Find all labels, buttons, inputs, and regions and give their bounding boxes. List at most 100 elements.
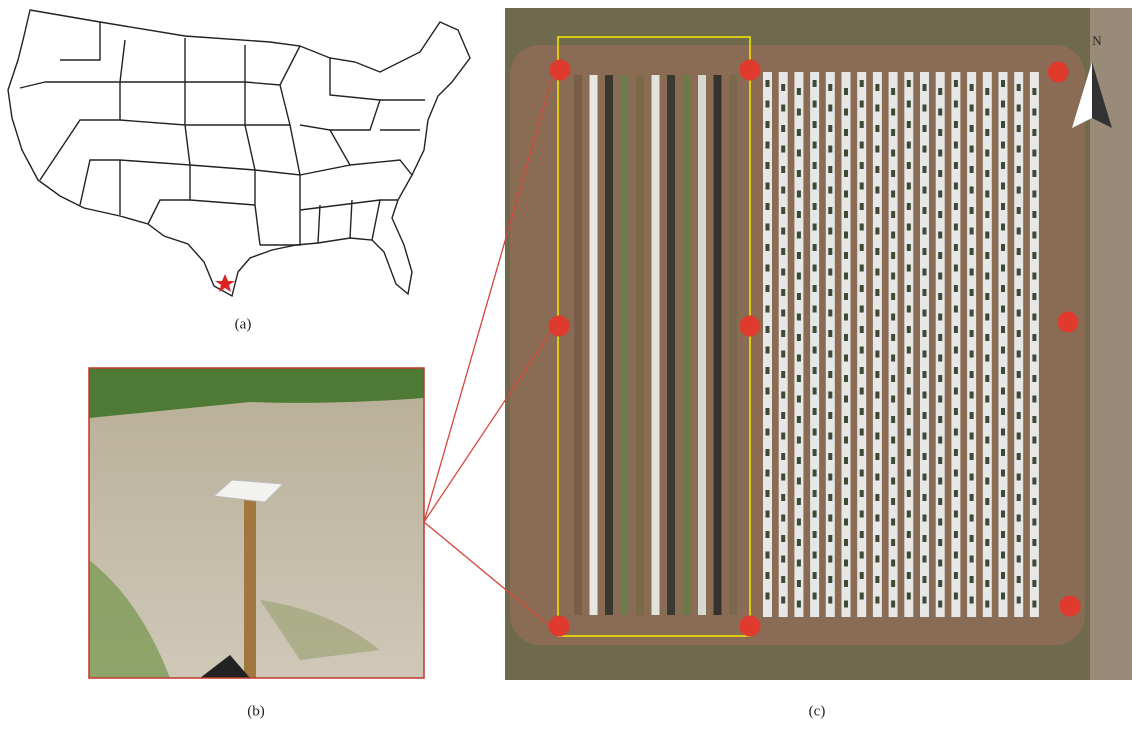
plant [954, 203, 958, 210]
plant [938, 560, 942, 567]
plant [844, 293, 848, 300]
plant [907, 470, 911, 477]
plant [891, 191, 895, 198]
plant [781, 453, 785, 460]
plant [797, 88, 801, 95]
plant [923, 125, 927, 132]
plant [954, 449, 958, 456]
plant [766, 572, 770, 579]
plant [828, 433, 832, 440]
plant [797, 170, 801, 177]
plant [797, 252, 801, 259]
plant [781, 310, 785, 317]
plant [813, 183, 817, 190]
plant [860, 224, 864, 231]
plant [907, 408, 911, 415]
plant [1001, 449, 1005, 456]
plant [781, 166, 785, 173]
plant [781, 207, 785, 214]
plant [766, 470, 770, 477]
plant [766, 80, 770, 87]
plant [891, 232, 895, 239]
plant [923, 351, 927, 358]
plant [860, 203, 864, 210]
plant [891, 519, 895, 526]
ground-control-point [740, 316, 761, 337]
plant [828, 351, 832, 358]
plant [875, 494, 879, 501]
plant [970, 392, 974, 399]
plant [938, 437, 942, 444]
plant [1001, 490, 1005, 497]
plant [1017, 556, 1021, 563]
plant [781, 125, 785, 132]
plant [813, 531, 817, 538]
plant [923, 166, 927, 173]
plant [1017, 105, 1021, 112]
plant [970, 187, 974, 194]
plant [891, 601, 895, 608]
plant [844, 211, 848, 218]
plant [875, 371, 879, 378]
plant [985, 457, 989, 464]
plant [954, 408, 958, 415]
plant [985, 355, 989, 362]
plant [860, 142, 864, 149]
plant [844, 150, 848, 157]
plant [985, 437, 989, 444]
plant [891, 170, 895, 177]
plant [1032, 88, 1036, 95]
plant [875, 84, 879, 91]
plant [1032, 109, 1036, 116]
plant [828, 515, 832, 522]
plant [1032, 150, 1036, 157]
plant [938, 109, 942, 116]
plant [938, 519, 942, 526]
plant [1001, 183, 1005, 190]
plant [1017, 515, 1021, 522]
plant [797, 109, 801, 116]
plant [1032, 457, 1036, 464]
plant [875, 597, 879, 604]
plant [875, 474, 879, 481]
plant [1017, 289, 1021, 296]
plant [1001, 224, 1005, 231]
plant [907, 531, 911, 538]
plant [1017, 84, 1021, 91]
plant [985, 396, 989, 403]
plant [891, 150, 895, 157]
plant [844, 109, 848, 116]
plant [954, 572, 958, 579]
plant [813, 572, 817, 579]
plant [844, 232, 848, 239]
plant [766, 265, 770, 272]
plant [970, 105, 974, 112]
plant [797, 355, 801, 362]
plant [813, 326, 817, 333]
plant [781, 576, 785, 583]
plant [875, 125, 879, 132]
plant [844, 498, 848, 505]
plant [860, 552, 864, 559]
plant [781, 433, 785, 440]
plant [860, 162, 864, 169]
plant [875, 289, 879, 296]
plant [923, 576, 927, 583]
plant [1032, 334, 1036, 341]
plant [875, 576, 879, 583]
panel-label: (a) [235, 316, 252, 332]
plant [766, 490, 770, 497]
plant [923, 207, 927, 214]
plant [1032, 396, 1036, 403]
plant [844, 416, 848, 423]
us-map [8, 10, 470, 296]
plant [1001, 142, 1005, 149]
north-label: N [1092, 33, 1102, 48]
plant [828, 310, 832, 317]
plant [1032, 478, 1036, 485]
plant [938, 478, 942, 485]
plant [813, 162, 817, 169]
plant [813, 367, 817, 374]
plant [954, 121, 958, 128]
aerial-image [505, 8, 1132, 680]
